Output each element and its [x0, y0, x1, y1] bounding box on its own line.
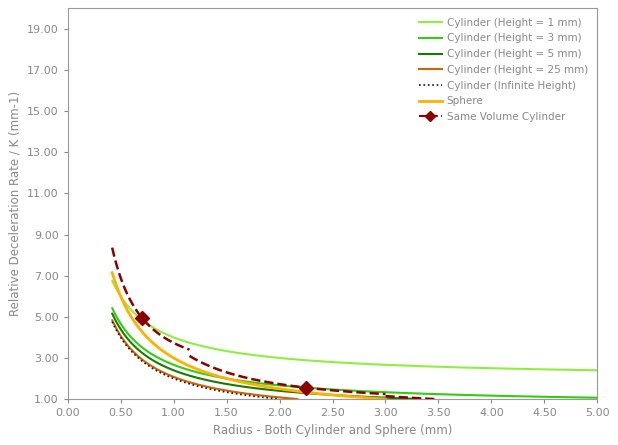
- Y-axis label: Relative Deceleration Rate / K (mm-1): Relative Deceleration Rate / K (mm-1): [8, 91, 22, 316]
- Legend: Cylinder (Height = 1 mm), Cylinder (Height = 3 mm), Cylinder (Height = 5 mm), Cy: Cylinder (Height = 1 mm), Cylinder (Heig…: [415, 13, 592, 126]
- X-axis label: Radius - Both Cylinder and Sphere (mm): Radius - Both Cylinder and Sphere (mm): [213, 424, 452, 437]
